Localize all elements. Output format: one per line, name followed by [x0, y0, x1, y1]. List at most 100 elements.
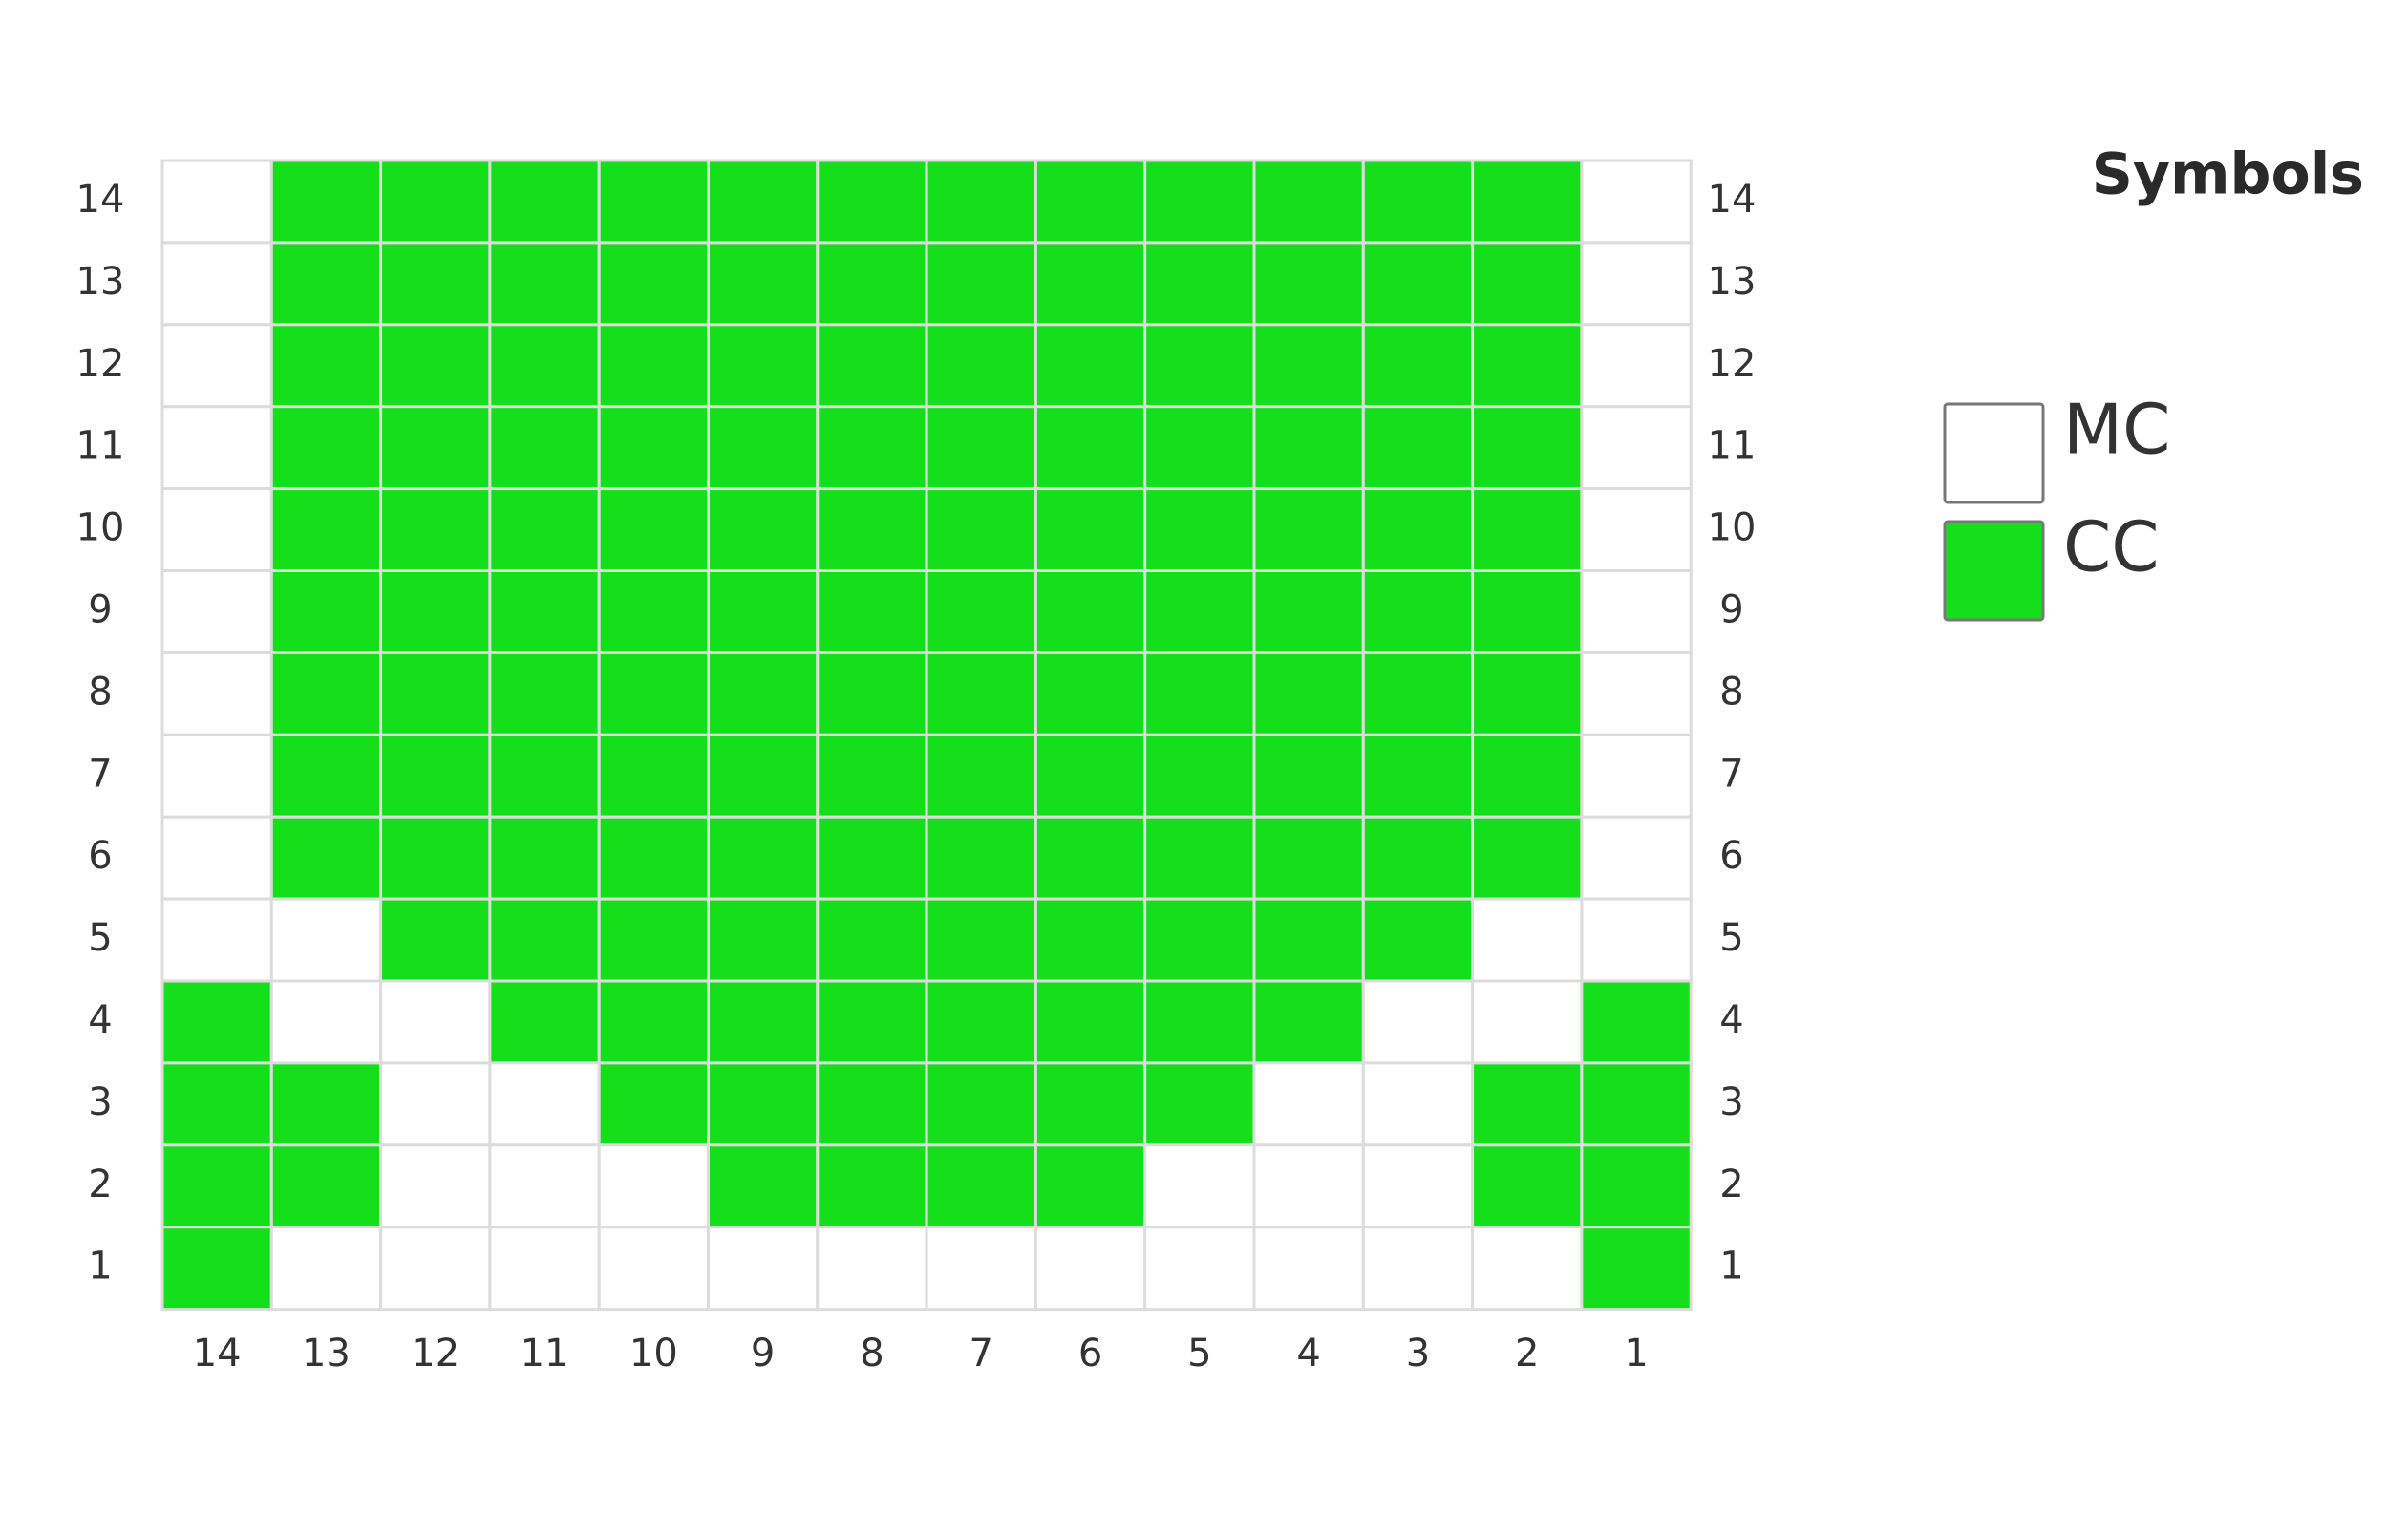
cell — [1361, 569, 1475, 654]
cell — [1034, 651, 1147, 736]
cell — [1034, 897, 1147, 983]
cell — [597, 241, 711, 327]
cell — [1143, 1143, 1256, 1229]
cell — [488, 733, 601, 819]
cell — [1143, 979, 1256, 1065]
row-label-left: 8 — [88, 670, 112, 714]
cell — [1034, 487, 1147, 573]
column-label: 5 — [1187, 1332, 1211, 1376]
cell — [1143, 1226, 1256, 1312]
column-label: 4 — [1296, 1332, 1320, 1376]
cell — [1034, 241, 1147, 327]
cell — [1361, 651, 1475, 736]
cell — [269, 897, 383, 983]
column-label: 1 — [1624, 1332, 1648, 1376]
cell — [1143, 897, 1256, 983]
cell — [925, 569, 1037, 654]
row-label-right: 12 — [1708, 342, 1757, 386]
cell — [1252, 733, 1365, 819]
cell — [1471, 979, 1584, 1065]
cell — [1034, 979, 1147, 1065]
cell — [1471, 569, 1584, 654]
cell — [816, 1061, 928, 1147]
cell — [1034, 733, 1147, 819]
cell — [160, 651, 273, 736]
cell — [707, 569, 820, 654]
cell — [925, 241, 1037, 327]
cell — [488, 241, 601, 327]
cell — [1471, 1061, 1584, 1147]
cell — [1471, 487, 1584, 573]
row-label-right: 11 — [1708, 424, 1757, 468]
column-label: 6 — [1078, 1332, 1102, 1376]
cell — [707, 651, 820, 736]
cell — [1034, 1143, 1147, 1229]
row-label-left: 4 — [88, 998, 112, 1042]
cell — [707, 1226, 820, 1312]
cell — [1471, 405, 1584, 491]
row-label-right: 6 — [1719, 834, 1743, 878]
cell — [379, 159, 492, 245]
cell — [1580, 569, 1693, 654]
cell — [1252, 569, 1365, 654]
row-label-left: 7 — [88, 752, 112, 796]
cell — [597, 487, 711, 573]
cell — [160, 897, 273, 983]
cell — [160, 159, 273, 245]
cell — [1143, 241, 1256, 327]
cell — [597, 897, 711, 983]
cell — [597, 733, 711, 819]
cell — [1361, 897, 1475, 983]
cell — [707, 733, 820, 819]
cell — [160, 323, 273, 409]
cell — [1361, 241, 1475, 327]
cell — [1252, 979, 1365, 1065]
cell — [1143, 733, 1256, 819]
cell — [816, 979, 928, 1065]
cell — [269, 569, 383, 654]
cell — [1580, 241, 1693, 327]
cell — [488, 159, 601, 245]
cell — [1580, 159, 1693, 245]
cell — [1471, 651, 1584, 736]
cell — [269, 1061, 383, 1147]
cell — [1034, 1061, 1147, 1147]
cell — [1252, 241, 1365, 327]
cell — [379, 1061, 492, 1147]
cell — [488, 815, 601, 901]
cell — [269, 979, 383, 1065]
column-label: 9 — [751, 1332, 775, 1376]
cell — [1361, 979, 1475, 1065]
cell — [379, 405, 492, 491]
cell — [1034, 815, 1147, 901]
cell — [1252, 405, 1365, 491]
cell — [488, 1061, 601, 1147]
cell — [488, 897, 601, 983]
cell — [1252, 651, 1365, 736]
cell — [1471, 897, 1584, 983]
cell — [1361, 405, 1475, 491]
cell — [379, 815, 492, 901]
cell — [1252, 159, 1365, 245]
row-label-right: 4 — [1719, 998, 1743, 1042]
cell — [1361, 1226, 1475, 1312]
cell — [1580, 1061, 1693, 1147]
cell — [160, 241, 273, 327]
legend-label: CC — [2063, 507, 2160, 587]
cell — [597, 159, 711, 245]
legend-swatch — [1943, 520, 2045, 622]
row-label-right: 9 — [1719, 587, 1743, 631]
cell — [816, 241, 928, 327]
cell — [1580, 979, 1693, 1065]
cell — [1361, 159, 1475, 245]
cell — [1580, 733, 1693, 819]
cell — [1034, 1226, 1147, 1312]
column-label: 2 — [1515, 1332, 1539, 1376]
legend-swatch — [1943, 402, 2045, 504]
cell — [1580, 1226, 1693, 1312]
row-label-right: 14 — [1708, 178, 1757, 222]
row-label-right: 10 — [1708, 506, 1757, 550]
cell — [597, 323, 711, 409]
cell — [1252, 487, 1365, 573]
cell — [1361, 1061, 1475, 1147]
